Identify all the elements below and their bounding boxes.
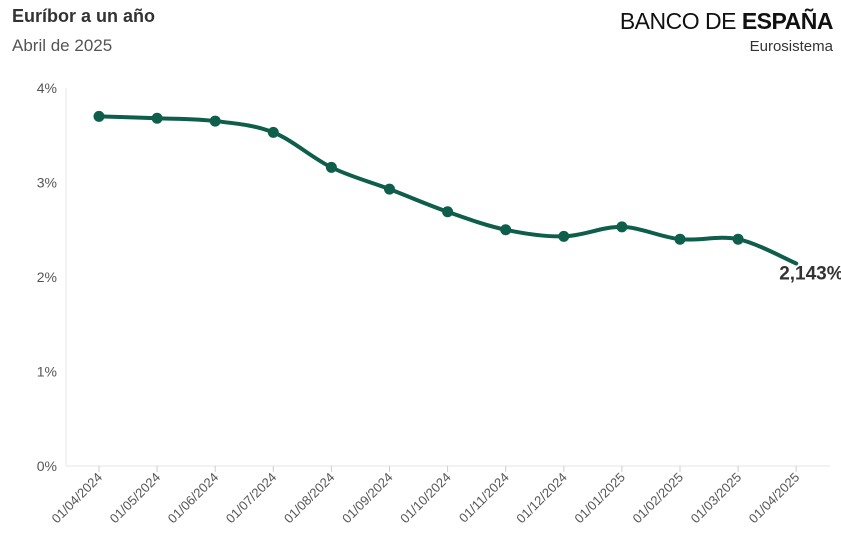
logo-subtitle: Eurosistema: [749, 38, 833, 55]
x-tick-label: 01/03/2025: [688, 470, 745, 527]
x-tick-label: 01/07/2024: [223, 470, 280, 527]
y-tick-label: 0%: [37, 458, 57, 474]
data-point: [384, 183, 395, 195]
data-point: [558, 230, 570, 242]
chart-title: Euríbor a un año: [12, 6, 156, 26]
x-tick-label: 01/10/2024: [397, 470, 454, 527]
x-tick-label: 01/06/2024: [165, 470, 222, 527]
x-tick-label: 01/04/2025: [746, 470, 803, 527]
x-tick-label: 01/12/2024: [513, 470, 570, 527]
x-tick-label: 01/04/2024: [48, 470, 105, 527]
data-point: [674, 233, 686, 245]
y-tick-label: 3%: [37, 175, 57, 191]
x-tick-label: 01/08/2024: [281, 470, 338, 527]
x-tick-label: 01/05/2024: [107, 470, 164, 527]
data-point: [267, 126, 279, 138]
data-point: [616, 221, 628, 233]
last-value-label: 2,143%: [779, 263, 841, 284]
logo-wordmark: BANCO DE ESPAÑA: [619, 8, 834, 34]
logo-wordmark-part1: BANCO DE: [619, 8, 742, 34]
data-point: [500, 224, 512, 236]
data-point: [93, 110, 105, 122]
x-tick-label: 01/02/2025: [629, 470, 686, 527]
chart-axes: [65, 88, 830, 472]
x-tick-label: 01/01/2025: [571, 470, 628, 527]
x-tick-label: 01/09/2024: [339, 470, 396, 527]
y-tick-label: 4%: [37, 80, 57, 96]
data-point: [732, 233, 744, 245]
chart-series: [93, 110, 799, 266]
data-point: [325, 161, 337, 173]
data-point: [442, 206, 454, 218]
logo-wordmark-part2: ESPAÑA: [741, 8, 834, 34]
banco-de-espana-logo: BANCO DE ESPAÑA Eurosistema: [619, 8, 834, 55]
y-tick-label: 2%: [37, 269, 57, 285]
y-tick-label: 1%: [37, 364, 57, 380]
data-point: [151, 112, 163, 124]
chart-subtitle: Abril de 2025: [12, 36, 113, 55]
series-line: [97, 114, 799, 266]
data-point: [209, 115, 221, 127]
x-tick-label: 01/11/2024: [456, 470, 512, 526]
chart-labels: 0% 1% 2% 3% 4% 01/04/2024 01/05/2024 01/06/2024…: [37, 80, 841, 526]
